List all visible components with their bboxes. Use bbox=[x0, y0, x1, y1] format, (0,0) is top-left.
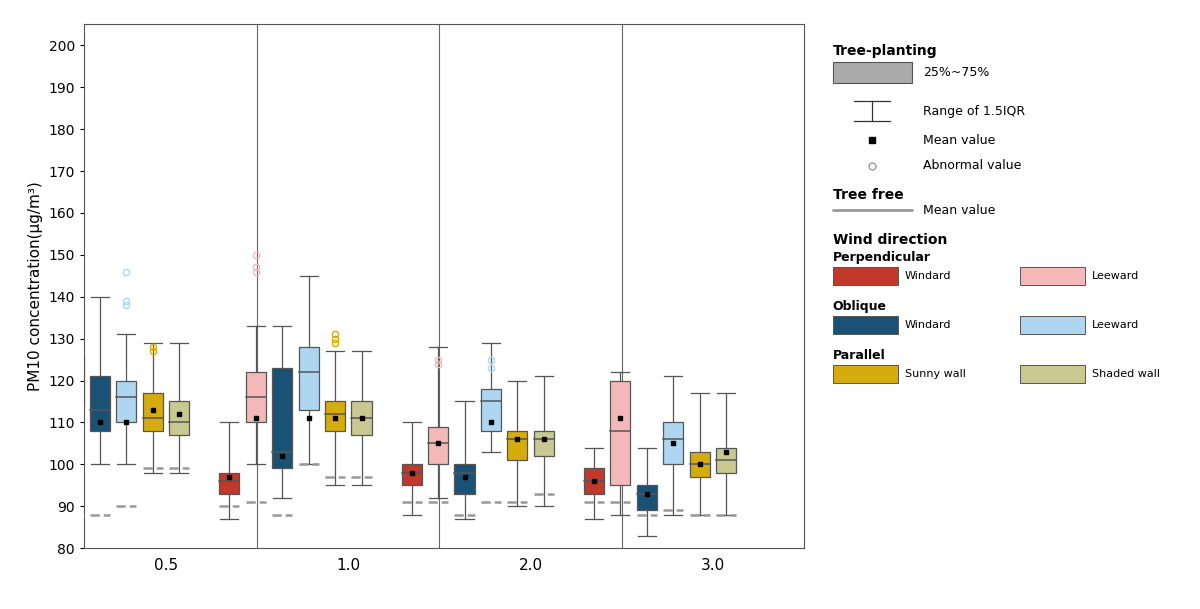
Bar bbox=[833, 365, 898, 383]
Text: Range of 1.5IQR: Range of 1.5IQR bbox=[923, 105, 1025, 118]
Bar bbox=[169, 401, 190, 435]
Text: Wind direction: Wind direction bbox=[833, 233, 947, 247]
Bar bbox=[143, 393, 163, 431]
Bar bbox=[220, 473, 239, 494]
Bar bbox=[246, 372, 266, 423]
Text: Tree free: Tree free bbox=[833, 188, 904, 202]
Bar bbox=[637, 485, 656, 510]
Text: Parallel: Parallel bbox=[833, 350, 886, 362]
Bar bbox=[534, 431, 554, 456]
Bar bbox=[508, 431, 527, 460]
Text: Leeward: Leeward bbox=[1092, 271, 1139, 281]
Bar bbox=[352, 401, 372, 435]
Text: Tree-planting: Tree-planting bbox=[833, 44, 937, 58]
Text: Windard: Windard bbox=[905, 271, 952, 281]
Bar bbox=[690, 452, 709, 477]
Text: Sunny wall: Sunny wall bbox=[905, 369, 966, 379]
Bar bbox=[716, 448, 736, 473]
Bar bbox=[833, 315, 898, 334]
Bar bbox=[428, 426, 448, 464]
Text: 25%~75%: 25%~75% bbox=[923, 66, 989, 79]
Bar bbox=[1020, 315, 1085, 334]
Text: Shaded wall: Shaded wall bbox=[1092, 369, 1160, 379]
Text: Oblique: Oblique bbox=[833, 300, 887, 313]
Bar bbox=[37, 477, 58, 515]
Bar bbox=[299, 347, 319, 410]
Text: Abnormal value: Abnormal value bbox=[923, 159, 1021, 172]
Bar bbox=[1020, 267, 1085, 285]
Bar bbox=[1020, 365, 1085, 383]
Bar bbox=[90, 376, 110, 431]
Bar bbox=[833, 62, 912, 83]
Text: Mean value: Mean value bbox=[923, 134, 995, 147]
Bar bbox=[584, 468, 604, 494]
Text: Leeward: Leeward bbox=[1092, 320, 1139, 329]
Text: Mean value: Mean value bbox=[923, 204, 995, 217]
Bar bbox=[664, 423, 683, 464]
Bar bbox=[402, 464, 421, 485]
Bar bbox=[833, 267, 898, 285]
Bar bbox=[455, 464, 474, 494]
Bar bbox=[116, 381, 137, 423]
Text: Perpendicular: Perpendicular bbox=[833, 252, 931, 264]
Text: Windard: Windard bbox=[905, 320, 952, 329]
Bar bbox=[481, 389, 500, 431]
Bar bbox=[611, 381, 630, 485]
Bar bbox=[64, 356, 84, 406]
Bar bbox=[272, 368, 293, 468]
Bar bbox=[325, 401, 346, 431]
Y-axis label: PM10 concentration(μg/m³): PM10 concentration(μg/m³) bbox=[28, 181, 43, 391]
